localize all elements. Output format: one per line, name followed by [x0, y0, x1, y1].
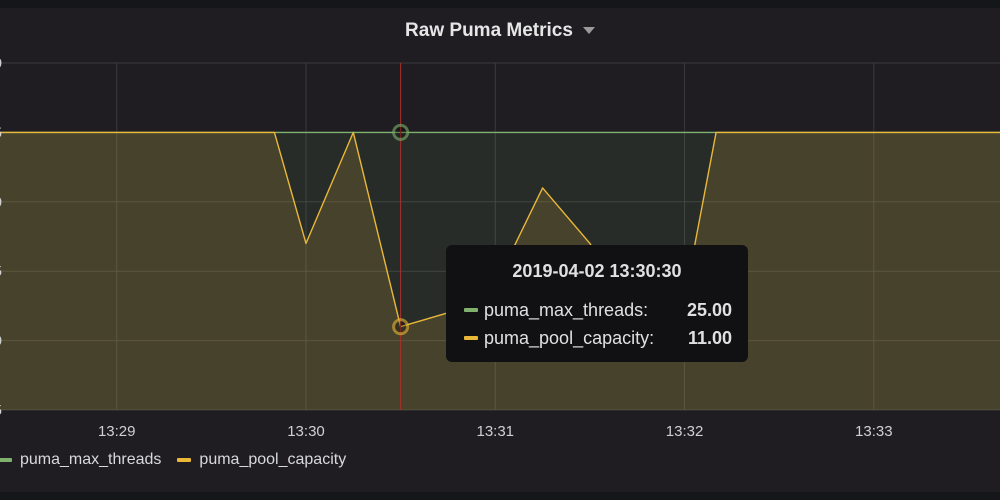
series-area-puma_pool_capacity — [0, 132, 1000, 410]
tooltip-row-max-threads: puma_max_threads: 25.00 — [464, 296, 734, 324]
hover-tooltip: 2019-04-02 13:30:30 puma_max_threads: 25… — [446, 245, 748, 362]
tooltip-series-value: 11.00 — [687, 327, 732, 348]
x-axis-ticks: 13:29 13:30 13:31 13:32 13:33 5 10 15 20 25 30 — [0, 55, 893, 440]
legend-label: puma_pool_capacity — [199, 451, 347, 468]
legend-swatch-pool-capacity — [177, 458, 192, 462]
tooltip-series-value: 25.00 — [686, 299, 732, 320]
x-tick-label: 13:30 — [287, 423, 325, 440]
y-tick-label: 25 — [0, 124, 2, 141]
x-tick-label: 13:32 — [666, 423, 704, 440]
y-tick-label: 10 — [0, 333, 2, 350]
y-tick-label: 5 — [0, 402, 2, 419]
tooltip-series-name: puma_max_threads: — [484, 299, 649, 320]
legend-item-max-threads[interactable]: puma_max_threads — [0, 451, 161, 469]
x-tick-label: 13:31 — [476, 423, 514, 440]
y-tick-label: 30 — [0, 55, 2, 72]
legend-label: puma_max_threads — [20, 451, 162, 468]
tooltip-row-pool-capacity: puma_pool_capacity: 11.00 — [464, 324, 734, 352]
hover-marker-puma_max_threads — [392, 123, 410, 141]
legend-swatch-max-threads — [0, 458, 12, 462]
tooltip-title: 2019-04-02 13:30:30 — [512, 261, 682, 281]
x-tick-label: 13:29 — [98, 423, 136, 440]
tooltip-series-name: puma_pool_capacity: — [484, 327, 655, 348]
panel-title-text: Raw Puma Metrics — [405, 20, 573, 41]
hover-marker-puma_pool_capacity — [392, 318, 410, 336]
x-tick-label: 13:33 — [855, 423, 893, 440]
tooltip-swatch-pool-capacity — [464, 336, 478, 340]
panel-title[interactable]: Raw Puma Metrics — [0, 20, 1000, 42]
legend-item-pool-capacity[interactable]: puma_pool_capacity — [177, 451, 346, 469]
hover-markers — [392, 123, 410, 336]
caret-down-icon[interactable] — [582, 27, 595, 35]
legend: puma_max_threads puma_pool_capacity — [0, 448, 362, 472]
y-tick-label: 15 — [0, 263, 2, 280]
tooltip-swatch-max-threads — [464, 308, 478, 312]
y-tick-label: 20 — [0, 194, 2, 211]
